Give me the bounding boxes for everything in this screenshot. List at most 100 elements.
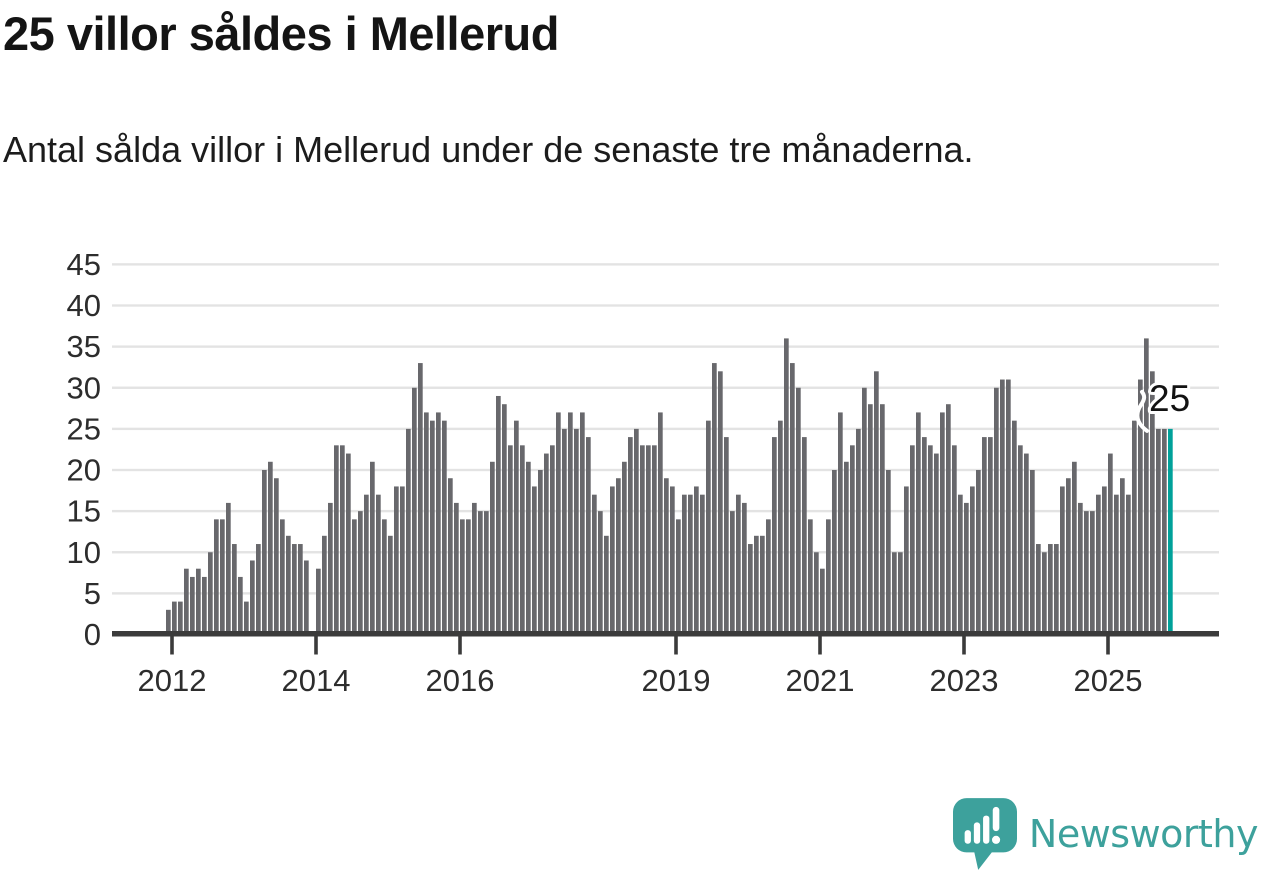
bar (472, 502, 477, 634)
bar (976, 470, 981, 634)
bar (586, 437, 591, 634)
bar (544, 453, 549, 634)
bar (220, 519, 225, 634)
bar (256, 544, 261, 634)
bar (1000, 379, 1005, 634)
bar-value-callout: 25 (1149, 378, 1190, 419)
page-title: 25 villor såldes i Mellerud (3, 7, 559, 60)
bar (640, 445, 645, 634)
bar (676, 519, 681, 634)
bar (730, 511, 735, 634)
bar (700, 494, 705, 634)
bar (784, 338, 789, 634)
bar (904, 486, 909, 634)
y-tick-label: 30 (67, 370, 101, 405)
bar (520, 445, 525, 634)
bar (508, 445, 513, 634)
bar (424, 412, 429, 634)
bar (628, 437, 633, 634)
bar (778, 420, 783, 634)
bar (598, 511, 603, 634)
bar (760, 535, 765, 634)
bar (274, 478, 279, 634)
y-tick-label: 35 (67, 329, 101, 364)
bar (442, 420, 447, 634)
bar (484, 511, 489, 634)
bar (814, 552, 819, 634)
bar (820, 568, 825, 634)
bar (316, 568, 321, 634)
bar (952, 445, 957, 634)
bar (250, 560, 255, 634)
y-gridline (112, 345, 1219, 348)
bar (1132, 420, 1137, 634)
chart-subtitle: Antal sålda villor i Mellerud under de s… (3, 129, 974, 170)
bar (646, 445, 651, 634)
bar (328, 502, 333, 634)
bar (280, 519, 285, 634)
bar (994, 387, 999, 634)
bar (880, 404, 885, 634)
bar (826, 519, 831, 634)
bar (1156, 428, 1161, 634)
bar (460, 519, 465, 634)
bar (970, 486, 975, 634)
bar (772, 437, 777, 634)
bar (454, 502, 459, 634)
bar (202, 576, 207, 634)
bar (244, 601, 249, 634)
bar (394, 486, 399, 634)
bar (208, 552, 213, 634)
callout-leader-line (1135, 389, 1149, 433)
bar (766, 519, 771, 634)
bar (1108, 453, 1113, 634)
bar (724, 437, 729, 634)
bar (1084, 511, 1089, 634)
bar (430, 420, 435, 634)
bar (1126, 494, 1131, 634)
bar (874, 371, 879, 634)
bar (352, 519, 357, 634)
y-gridline (112, 468, 1219, 472)
bar (670, 486, 675, 634)
bar (556, 412, 561, 634)
bar (892, 552, 897, 634)
bar (682, 494, 687, 634)
bar (658, 412, 663, 634)
y-tick-label: 40 (67, 288, 101, 323)
bar (958, 494, 963, 634)
bar (1042, 552, 1047, 634)
bar (988, 437, 993, 634)
bar (538, 470, 543, 634)
bar (550, 445, 555, 634)
bar (928, 445, 933, 634)
bar (1090, 511, 1095, 634)
bar (1120, 478, 1125, 634)
x-tick-mark (674, 636, 678, 655)
bar (262, 470, 267, 634)
bar (622, 461, 627, 634)
bar (1048, 544, 1053, 634)
x-tick-label: 2021 (786, 663, 855, 698)
bar (370, 461, 375, 634)
bar (856, 428, 861, 634)
bar (580, 412, 585, 634)
bar (898, 552, 903, 634)
bar (982, 437, 987, 634)
bar (688, 494, 693, 634)
x-tick-label: 2012 (138, 663, 207, 698)
bar (754, 535, 759, 634)
bar (964, 502, 969, 634)
bar (922, 437, 927, 634)
bar (1066, 478, 1071, 634)
bar (1018, 445, 1023, 634)
newsworthy-logo: Newsworthy (952, 798, 1259, 870)
bar (790, 363, 795, 634)
bar (634, 428, 639, 634)
bar (388, 535, 393, 634)
bar (1036, 544, 1041, 634)
bar (1006, 379, 1011, 634)
bar (832, 470, 837, 634)
bar (844, 461, 849, 634)
bar (436, 412, 441, 634)
